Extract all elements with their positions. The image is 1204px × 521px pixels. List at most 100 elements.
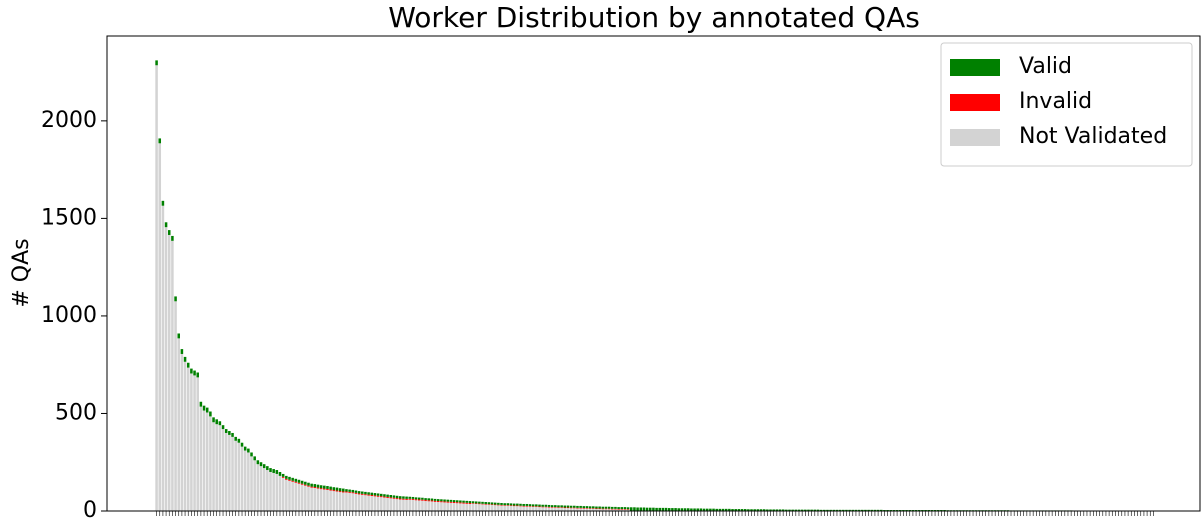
bar-segment	[338, 488, 342, 492]
bar-segment	[525, 505, 529, 507]
bar-segment	[351, 489, 355, 493]
bar-segment	[164, 222, 168, 228]
bar-segment	[731, 509, 734, 511]
bar-segment	[300, 480, 304, 484]
bar-segment	[493, 505, 497, 511]
bar-segment	[541, 506, 544, 508]
bar-segment	[861, 509, 864, 511]
bar-segment	[174, 296, 177, 302]
bar-segment	[231, 432, 234, 437]
bar-segment	[408, 499, 412, 511]
bar-segment	[389, 495, 393, 498]
bar-segment	[294, 478, 298, 482]
y-tick-label: 500	[55, 400, 97, 425]
bar-segment	[253, 460, 256, 511]
bar-segment	[424, 498, 427, 501]
bar-segment	[338, 491, 342, 493]
bar-segment	[155, 65, 158, 512]
bar-segment	[557, 507, 560, 511]
bar-segment	[889, 510, 893, 511]
bar-segment	[215, 419, 218, 425]
bar-segment	[269, 468, 272, 472]
bar-segment	[525, 506, 529, 511]
bar-segment	[180, 349, 184, 354]
bar-segment	[319, 485, 323, 489]
bar-segment	[294, 481, 298, 483]
bar-segment	[193, 370, 196, 376]
legend-swatch	[950, 94, 1000, 111]
bar-segment	[607, 509, 611, 511]
bar-segment	[307, 486, 310, 511]
bar-segment	[550, 507, 554, 511]
bar-segment	[762, 509, 766, 511]
bar-segment	[592, 508, 595, 509]
bar-segment	[250, 456, 253, 511]
bar-segment	[490, 504, 494, 511]
bar-segment	[547, 507, 551, 511]
bar-segment	[506, 505, 510, 511]
bar-segment	[443, 501, 446, 503]
bar-segment	[842, 509, 845, 511]
bar-segment	[316, 484, 320, 488]
bar-segment	[313, 484, 317, 488]
bar-segment	[829, 509, 832, 511]
bar-segment	[573, 507, 576, 509]
bar-segment	[386, 496, 389, 498]
bar-segment	[199, 406, 203, 511]
bar-segment	[345, 492, 348, 511]
bar-segment	[417, 499, 421, 501]
bar-segment	[883, 510, 886, 511]
bar-segment	[323, 489, 326, 511]
bar-segment	[158, 138, 162, 144]
bar-segment	[459, 502, 462, 504]
bar-segment	[503, 505, 506, 506]
bar-segment	[509, 505, 513, 506]
bar-segment	[531, 506, 535, 511]
legend: Valid Invalid Not Validated	[940, 42, 1193, 167]
bar-segment	[205, 407, 209, 413]
bar-segment	[788, 509, 791, 511]
bar-segment	[326, 489, 329, 511]
bar-segment	[348, 489, 351, 492]
bar-segment	[576, 508, 579, 511]
bar-segment	[449, 502, 453, 511]
bar-segment	[781, 509, 785, 511]
bar-segment	[604, 509, 608, 511]
bar-segment	[446, 501, 449, 503]
bar-segment	[373, 496, 377, 511]
bar-segment	[291, 477, 294, 481]
bar-segment	[329, 490, 332, 511]
bar-segment	[345, 489, 348, 492]
bar-segment	[167, 230, 171, 235]
bar-segment	[449, 499, 453, 502]
bar-segment	[835, 509, 839, 511]
bar-segment	[421, 499, 424, 501]
bar-segment	[455, 503, 459, 511]
bar-segment	[604, 506, 608, 509]
bar-segment	[544, 504, 548, 507]
bar-segment	[329, 486, 332, 490]
bar-segment	[506, 505, 510, 506]
bar-segment	[186, 362, 190, 368]
bar-segment	[395, 498, 399, 500]
bar-segment	[474, 501, 478, 504]
bar-segment	[398, 496, 402, 499]
bar-segment	[724, 508, 728, 511]
legend-label: Invalid	[1019, 89, 1092, 114]
bar-segment	[531, 506, 535, 507]
bar-segment	[161, 205, 165, 511]
bar-segment	[297, 479, 301, 483]
bar-segment	[914, 510, 918, 511]
bar-segment	[414, 499, 418, 501]
bar-segment	[598, 509, 601, 511]
bar-segment	[474, 503, 478, 504]
bar-segment	[361, 494, 364, 511]
bar-segment	[209, 416, 212, 511]
bar-segment	[177, 338, 180, 511]
bar-segment	[281, 477, 285, 511]
y-tick-label: 0	[83, 498, 97, 521]
bar-segment	[541, 507, 544, 511]
bar-segment	[873, 509, 877, 511]
y-axis-label: # QAs	[9, 238, 34, 307]
